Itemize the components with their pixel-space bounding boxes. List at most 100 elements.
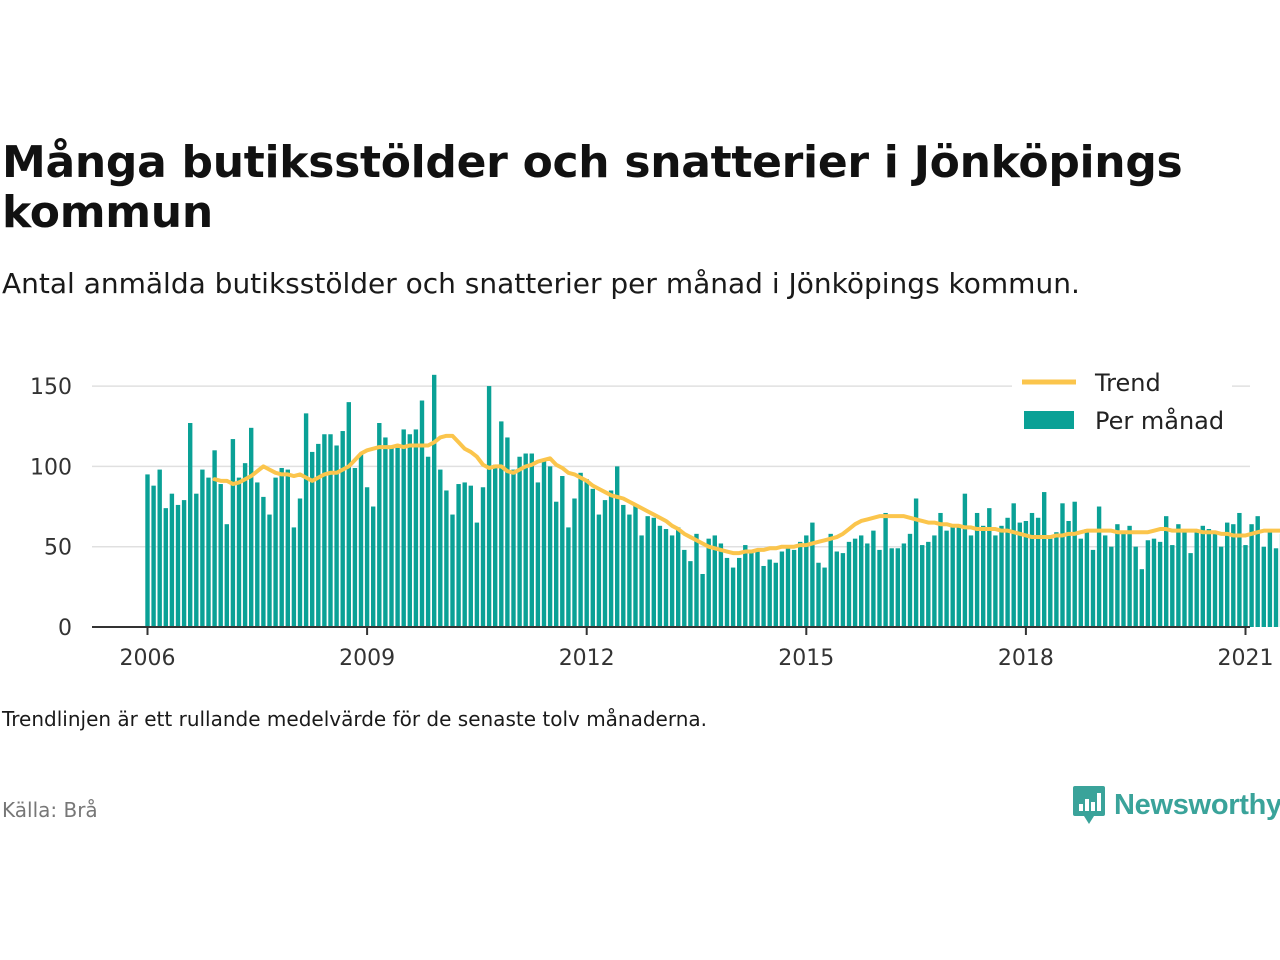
bar (352, 467, 358, 627)
bar (791, 549, 797, 627)
bar (889, 548, 894, 627)
bar (200, 469, 205, 627)
bar (1072, 501, 1077, 627)
bar (1249, 524, 1254, 627)
bar (145, 474, 150, 627)
bar (474, 522, 480, 627)
bar (737, 557, 742, 627)
bar (785, 545, 791, 627)
bar (1096, 506, 1102, 627)
bar (956, 527, 961, 627)
bar (608, 490, 614, 627)
bar (816, 562, 821, 627)
bar (987, 508, 992, 627)
bar (974, 512, 980, 627)
bar (358, 453, 364, 627)
bar (151, 485, 156, 627)
bar (962, 493, 968, 627)
bar (743, 545, 748, 627)
bar (944, 530, 949, 628)
bar (651, 517, 656, 627)
bar (462, 482, 467, 627)
bar (218, 484, 223, 627)
legend: Trend Per månad (1012, 366, 1232, 442)
bar (230, 439, 236, 627)
bar (1035, 517, 1041, 627)
bar (1225, 522, 1230, 627)
bar (676, 527, 681, 627)
bar (920, 545, 925, 627)
source: Källa: Brå (2, 798, 98, 822)
bar (1115, 524, 1120, 627)
bar (291, 527, 297, 627)
bar (1139, 569, 1144, 627)
bar (1206, 529, 1212, 627)
bar (688, 561, 693, 627)
bar (1237, 512, 1242, 627)
bar (682, 549, 687, 627)
bar (285, 469, 290, 627)
bar (401, 429, 406, 627)
bar (871, 530, 876, 628)
bar (846, 541, 852, 627)
bar (554, 501, 559, 627)
y-tick-label: 50 (44, 536, 72, 561)
bar (950, 525, 955, 627)
bar (1212, 533, 1218, 627)
bar (584, 479, 589, 627)
bar (590, 488, 595, 627)
y-tick-label: 150 (30, 375, 72, 400)
bar (834, 551, 839, 627)
bar (486, 386, 492, 627)
bar (273, 477, 278, 627)
bar (364, 487, 370, 627)
bar (938, 512, 943, 627)
bar (999, 525, 1004, 627)
bar (493, 464, 498, 627)
bar (1218, 546, 1224, 627)
x-tick-label: 2015 (778, 646, 834, 671)
chart-title: Många butiksstölder och snatterier i Jön… (2, 137, 1183, 238)
bar (236, 477, 242, 627)
bar (981, 525, 986, 627)
bar (877, 549, 882, 627)
bar (694, 533, 699, 627)
bar (425, 456, 431, 627)
bar (663, 529, 669, 627)
bar (1084, 529, 1090, 627)
bar (511, 469, 516, 627)
bar (1017, 522, 1022, 627)
bar (1121, 530, 1126, 628)
bar (328, 434, 333, 627)
bar (1164, 516, 1169, 627)
bar (413, 429, 419, 627)
bar (535, 482, 541, 627)
bar (1029, 512, 1035, 627)
bar (700, 573, 705, 627)
bar (541, 459, 547, 627)
bar (798, 541, 803, 627)
x-tick-label: 2009 (339, 646, 395, 671)
bar (639, 535, 644, 627)
y-axis-ticks: 0 50 100 150 (30, 375, 72, 641)
bar (419, 400, 425, 627)
bar (334, 445, 339, 627)
bar (297, 498, 303, 627)
bar (194, 493, 199, 627)
bar (852, 538, 858, 627)
bar (755, 551, 760, 627)
bar (163, 508, 168, 627)
bar (1048, 538, 1053, 627)
bar (316, 443, 321, 627)
bar (901, 543, 907, 627)
bar (175, 504, 181, 627)
bar (560, 476, 565, 627)
newsworthy-logo-icon (1073, 786, 1105, 824)
bar (968, 535, 974, 627)
bar (1005, 517, 1010, 627)
bar (1145, 540, 1151, 627)
legend-bar-label: Per månad (1095, 406, 1224, 435)
legend-bar-swatch (1024, 411, 1074, 429)
bar (261, 496, 266, 627)
bar (249, 427, 254, 627)
